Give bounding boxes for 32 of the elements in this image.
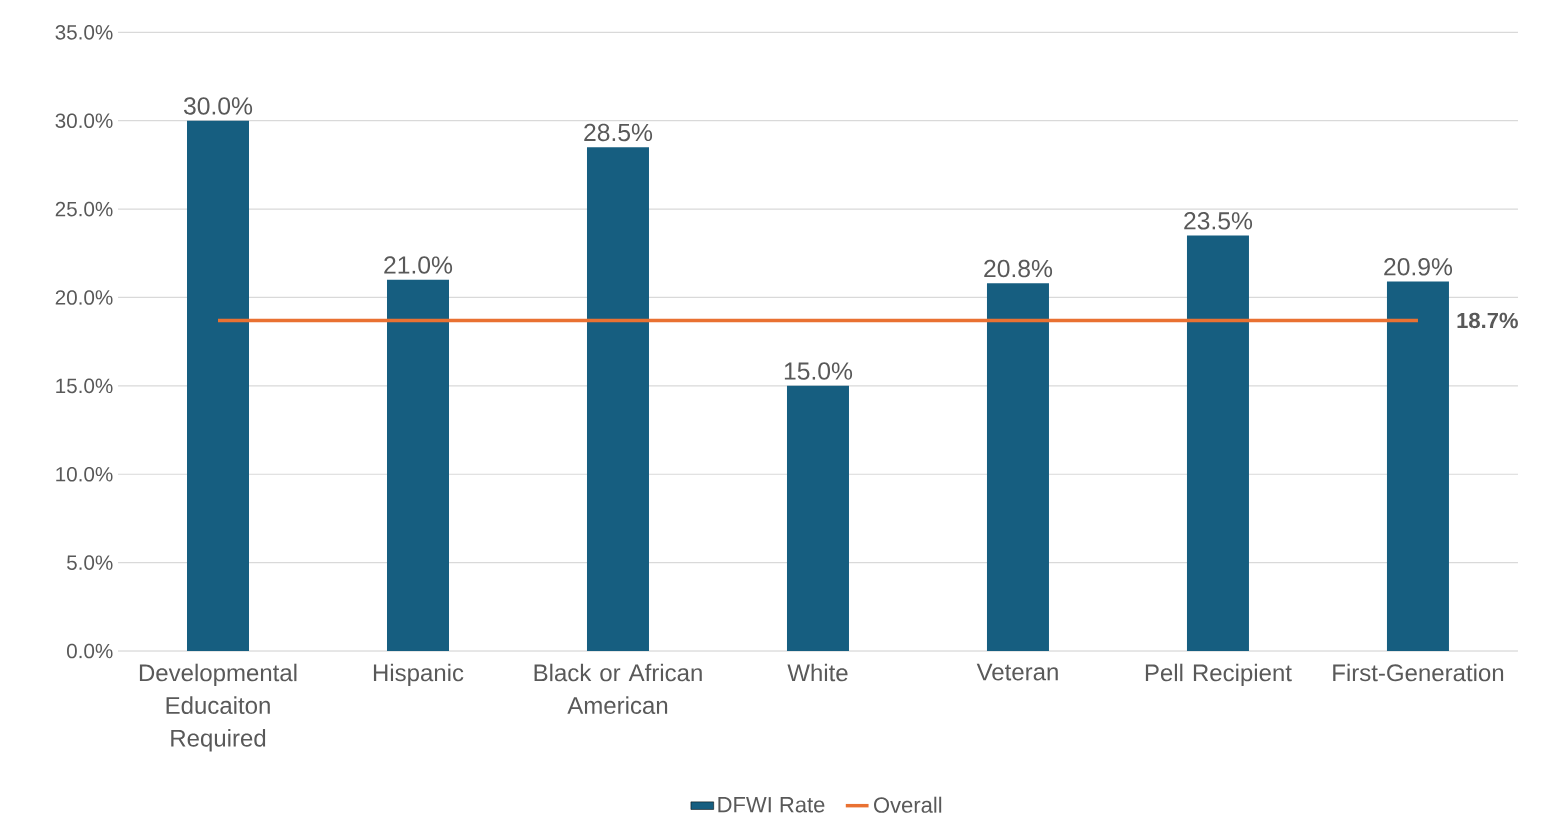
data-label: 20.8% xyxy=(984,259,1053,278)
data-label: 23.5% xyxy=(1184,212,1253,230)
bar xyxy=(1386,281,1449,651)
data-label: 15.0% xyxy=(784,362,853,380)
legend-label: Overall xyxy=(874,796,942,813)
bar xyxy=(1186,235,1249,651)
data-label: 21.0% xyxy=(384,256,453,274)
y-tick-label: 5.0% xyxy=(67,555,113,570)
x-tick-label: Veteran xyxy=(976,663,1058,681)
y-tick-label: 15.0% xyxy=(56,378,113,394)
y-tick-label: 20.0% xyxy=(55,290,113,305)
data-label: 30.0% xyxy=(183,97,253,115)
x-tick-label: Black or African American xyxy=(534,663,702,714)
x-tick-label: Hispanic xyxy=(373,663,464,687)
data-label: 20.9% xyxy=(1384,258,1453,276)
x-tick-label: First-Generation xyxy=(1333,663,1504,682)
data-label: 18.7% xyxy=(1457,312,1518,329)
data-label: 28.5% xyxy=(584,123,653,142)
bar xyxy=(187,120,249,651)
x-tick-label: Developmental Educaiton Required xyxy=(139,663,297,752)
y-tick-label: 35.0% xyxy=(55,25,113,40)
legend-label: DFWI Rate xyxy=(718,797,825,813)
bar xyxy=(786,385,849,651)
y-tick-label: 10.0% xyxy=(56,466,113,482)
bar xyxy=(586,147,649,651)
x-tick-label: White xyxy=(787,663,848,682)
y-tick-label: 0.0% xyxy=(67,643,113,659)
y-tick-label: 25.0% xyxy=(55,201,113,217)
y-tick-label: 30.0% xyxy=(55,113,113,129)
bar xyxy=(386,279,449,651)
x-tick-label: Pell Recipient xyxy=(1145,663,1292,687)
bar xyxy=(986,283,1049,651)
